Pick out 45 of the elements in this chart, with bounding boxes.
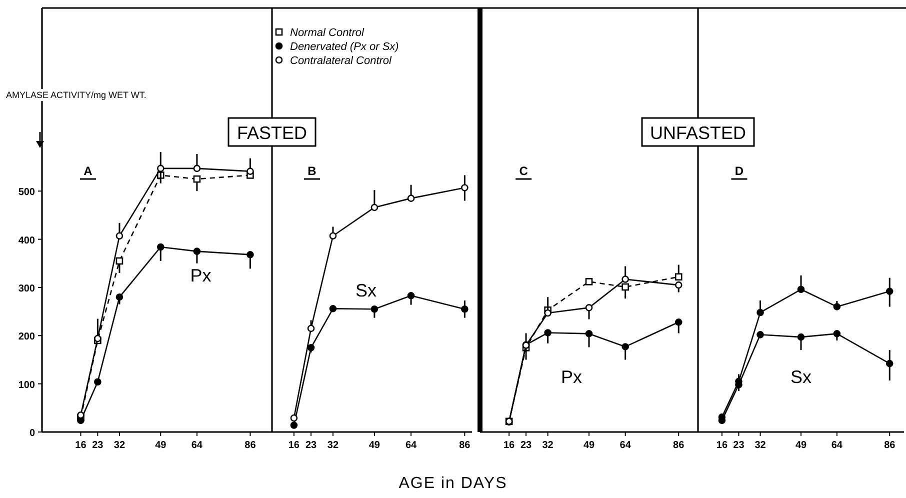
annotation: Px bbox=[190, 265, 212, 286]
x-tick-label: 64 bbox=[620, 440, 632, 451]
annotation: Sx bbox=[355, 280, 377, 300]
x-tick-label: 23 bbox=[305, 440, 318, 451]
y-tick-label: 100 bbox=[18, 380, 36, 391]
text: B bbox=[308, 164, 317, 178]
text: C bbox=[519, 164, 528, 178]
x-tick-label: 64 bbox=[191, 440, 203, 451]
x-tick-label: 16 bbox=[716, 440, 728, 451]
x-tick-label: 49 bbox=[155, 440, 167, 451]
y-tick-label: 500 bbox=[18, 187, 36, 198]
x-tick-label: 16 bbox=[504, 440, 516, 451]
y-tick-label: 0 bbox=[29, 428, 36, 439]
x-tick-label: 49 bbox=[795, 440, 807, 451]
y-tick-label: 200 bbox=[18, 332, 36, 343]
x-tick-label: 86 bbox=[459, 440, 471, 451]
annotation: FASTED bbox=[236, 123, 308, 143]
annotation: Sx bbox=[790, 367, 812, 388]
x-tick-label: 86 bbox=[673, 440, 685, 451]
legend-label: Normal Control bbox=[290, 27, 365, 39]
y-tick-label: 400 bbox=[18, 235, 36, 246]
legend-label: Contralateral Control bbox=[290, 55, 392, 67]
x-tick-label: 23 bbox=[92, 440, 104, 451]
x-tick-label: 16 bbox=[288, 440, 300, 451]
x-tick-label: 32 bbox=[327, 440, 339, 451]
x-tick-label: 23 bbox=[733, 440, 745, 451]
x-tick-label: 23 bbox=[520, 440, 532, 451]
y-tick-label: 300 bbox=[18, 283, 36, 294]
x-tick-label: 86 bbox=[884, 440, 896, 451]
y-axis-title: AMYLASE ACTIVITY/mg WET WT. bbox=[6, 90, 146, 100]
x-tick-label: 32 bbox=[754, 440, 766, 451]
annotation: Px bbox=[561, 367, 582, 388]
legend-label: Denervated (Px or Sx) bbox=[290, 41, 400, 53]
x-tick-label: 49 bbox=[368, 440, 380, 451]
annotation: UNFASTED bbox=[650, 123, 746, 143]
x-tick-label: 64 bbox=[405, 440, 418, 451]
x-tick-label: 86 bbox=[244, 440, 256, 451]
x-axis-title: AGE in DAYS bbox=[398, 475, 508, 492]
text: A bbox=[84, 164, 93, 178]
x-tick-label: 64 bbox=[831, 440, 843, 451]
x-tick-label: 49 bbox=[583, 440, 595, 451]
x-tick-label: 32 bbox=[542, 440, 554, 451]
x-tick-label: 16 bbox=[75, 440, 87, 451]
x-tick-label: 32 bbox=[114, 440, 126, 451]
text: D bbox=[734, 164, 744, 178]
